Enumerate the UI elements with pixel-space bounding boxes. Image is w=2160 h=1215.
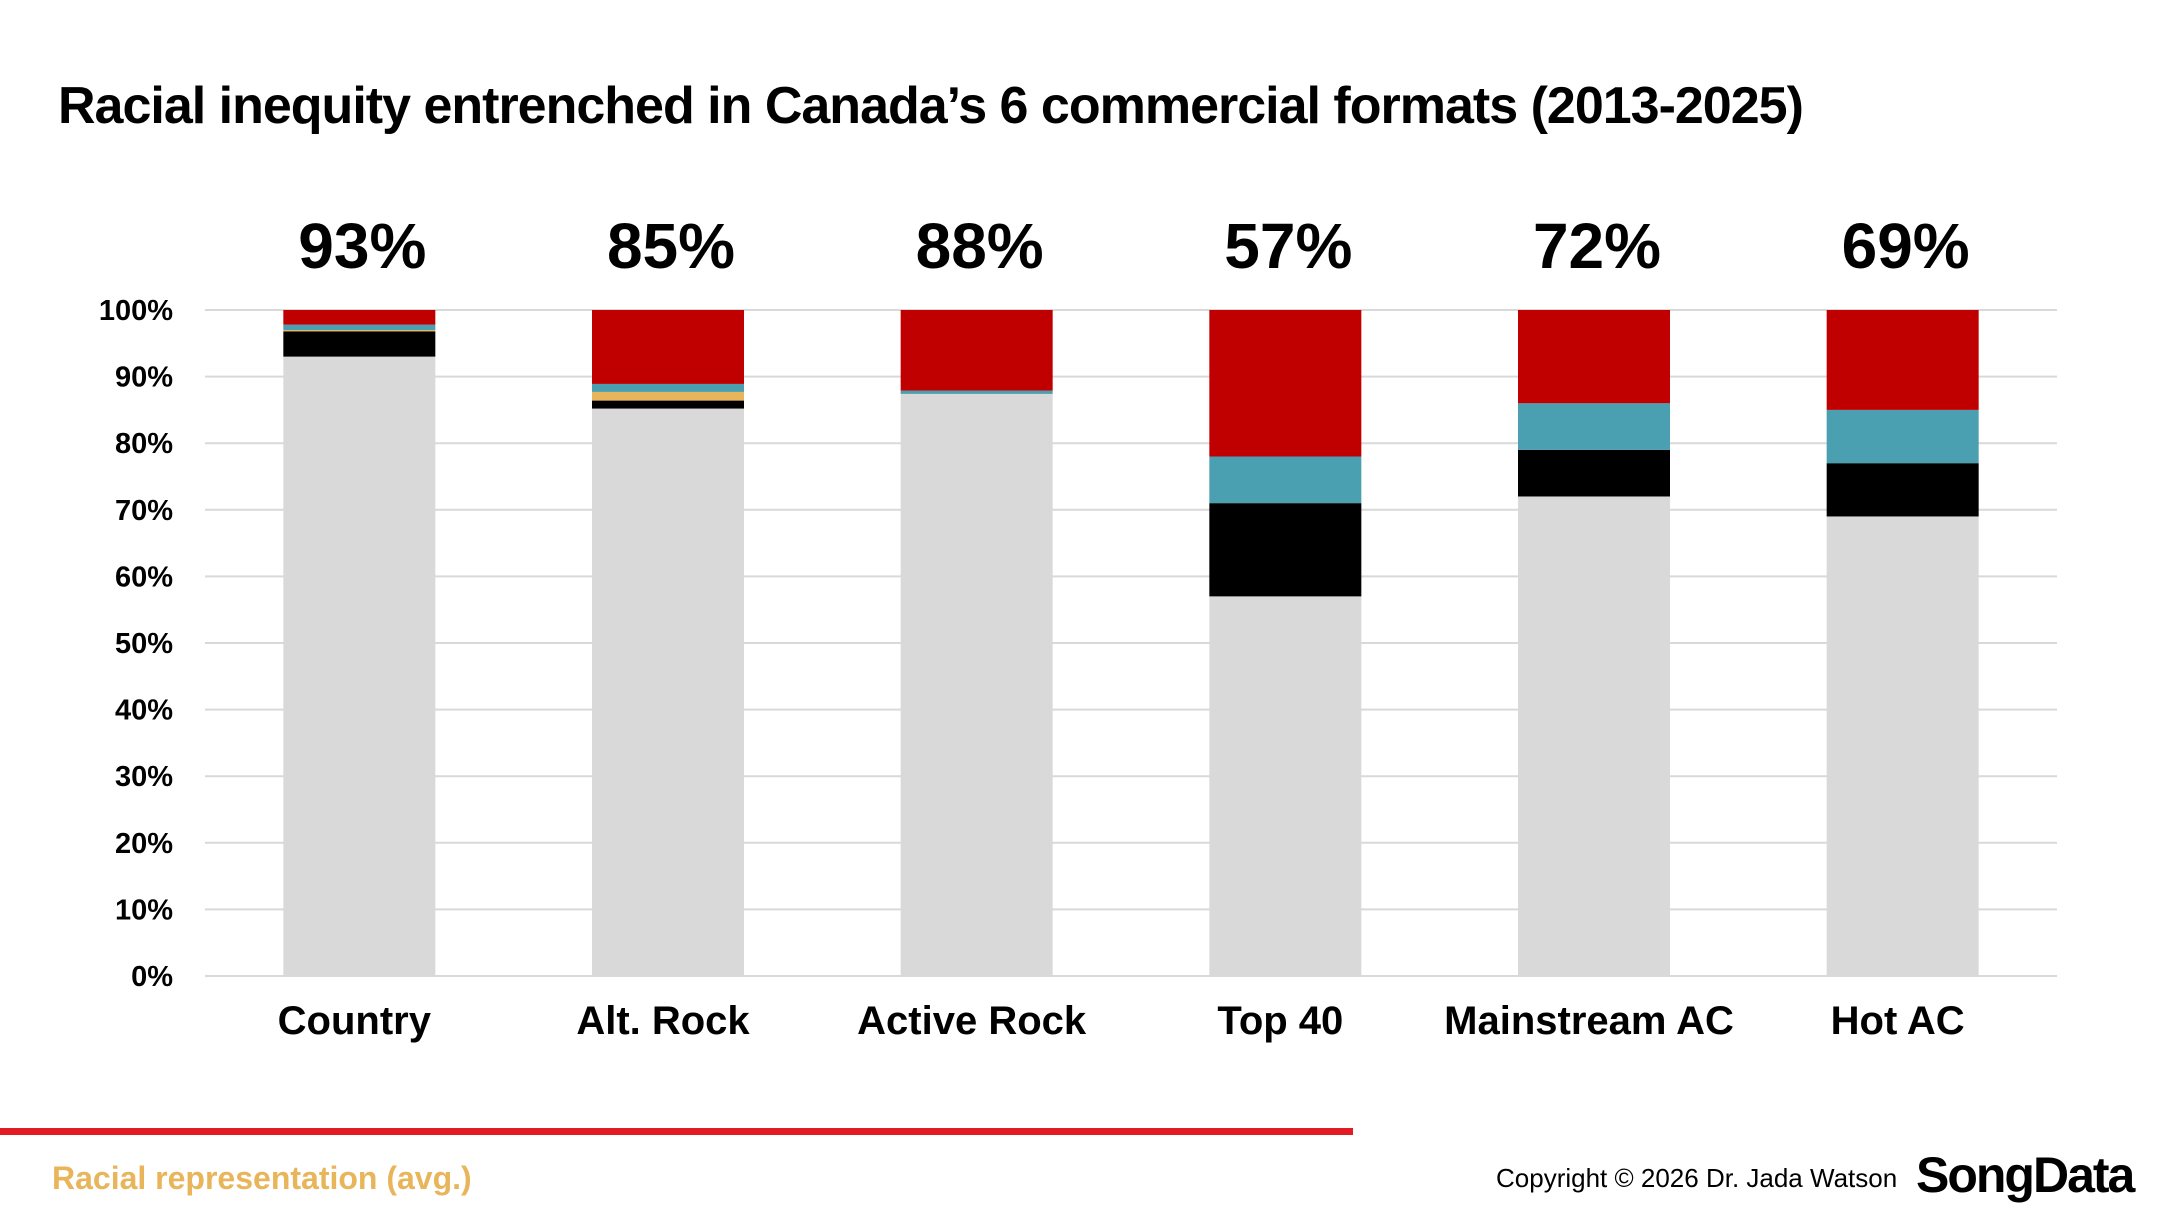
bar-segment <box>592 400 744 409</box>
bar-segment <box>1826 516 1979 976</box>
y-tick-label: 60% <box>115 561 173 593</box>
y-tick-label: 0% <box>131 961 173 993</box>
y-tick-label: 20% <box>115 828 173 860</box>
bar-top-percent-label: 85% <box>607 210 735 282</box>
x-category-label: Country <box>278 999 432 1043</box>
y-tick-label: 100% <box>99 295 173 327</box>
bar-segment <box>1209 310 1362 457</box>
footer-label: Racial representation (avg.) <box>52 1160 472 1196</box>
bar-segment <box>1826 409 1979 464</box>
bar-top-percent-label: 57% <box>1224 210 1352 282</box>
y-tick-label: 80% <box>115 428 173 460</box>
y-tick-label: 90% <box>115 362 173 394</box>
x-category-label: Mainstream AC <box>1444 999 1734 1043</box>
y-tick-label: 30% <box>115 761 173 793</box>
bar-segment <box>1518 449 1670 497</box>
bar-top-percent-label: 93% <box>298 210 426 282</box>
bar-segment <box>283 356 436 976</box>
bar-segment <box>283 324 436 330</box>
songdata-logo: SongData <box>1916 1147 2135 1203</box>
y-tick-label: 40% <box>115 695 173 727</box>
bar-segment <box>900 393 1053 976</box>
bar-segment <box>900 390 1053 394</box>
bar-segment <box>283 329 436 332</box>
bar-segment <box>1826 463 1979 517</box>
x-category-label: Alt. Rock <box>576 999 750 1043</box>
bar-segment <box>283 331 436 357</box>
y-tick-label: 70% <box>115 495 173 527</box>
bar-segment <box>1209 503 1362 597</box>
bar-top-percent-label: 72% <box>1533 210 1661 282</box>
x-category-label: Top 40 <box>1217 999 1343 1043</box>
y-tick-label: 50% <box>115 628 173 660</box>
bar-segment <box>900 310 1053 391</box>
bar-segment <box>1518 403 1670 450</box>
bar-segment <box>1209 596 1362 976</box>
chart-title: Racial inequity entrenched in Canada’s 6… <box>58 77 1804 135</box>
copyright-text: Copyright © 2026 Dr. Jada Watson <box>1496 1163 1898 1193</box>
red-divider <box>0 1128 1353 1135</box>
x-category-label: Active Rock <box>857 999 1087 1043</box>
stacked-bar-chart: 0% 10% 20% 30% 40% 50% 60% 70% 80% 90% 100% 93% Coun… <box>99 210 2057 1043</box>
bar-segment <box>1826 310 1979 410</box>
bar-top-percent-label: 88% <box>916 210 1044 282</box>
bar-segment <box>592 383 744 392</box>
bar-segment <box>1209 456 1362 504</box>
y-tick-label: 10% <box>115 894 173 926</box>
bar-segment <box>1518 496 1670 976</box>
bar-top-percent-label: 69% <box>1842 210 1970 282</box>
bar-segment <box>592 391 744 401</box>
bar-segment <box>283 310 436 325</box>
x-category-label: Hot AC <box>1831 999 1965 1043</box>
bar-segment <box>592 408 744 976</box>
bar-segment <box>592 310 744 384</box>
bar-segment <box>1518 310 1670 404</box>
